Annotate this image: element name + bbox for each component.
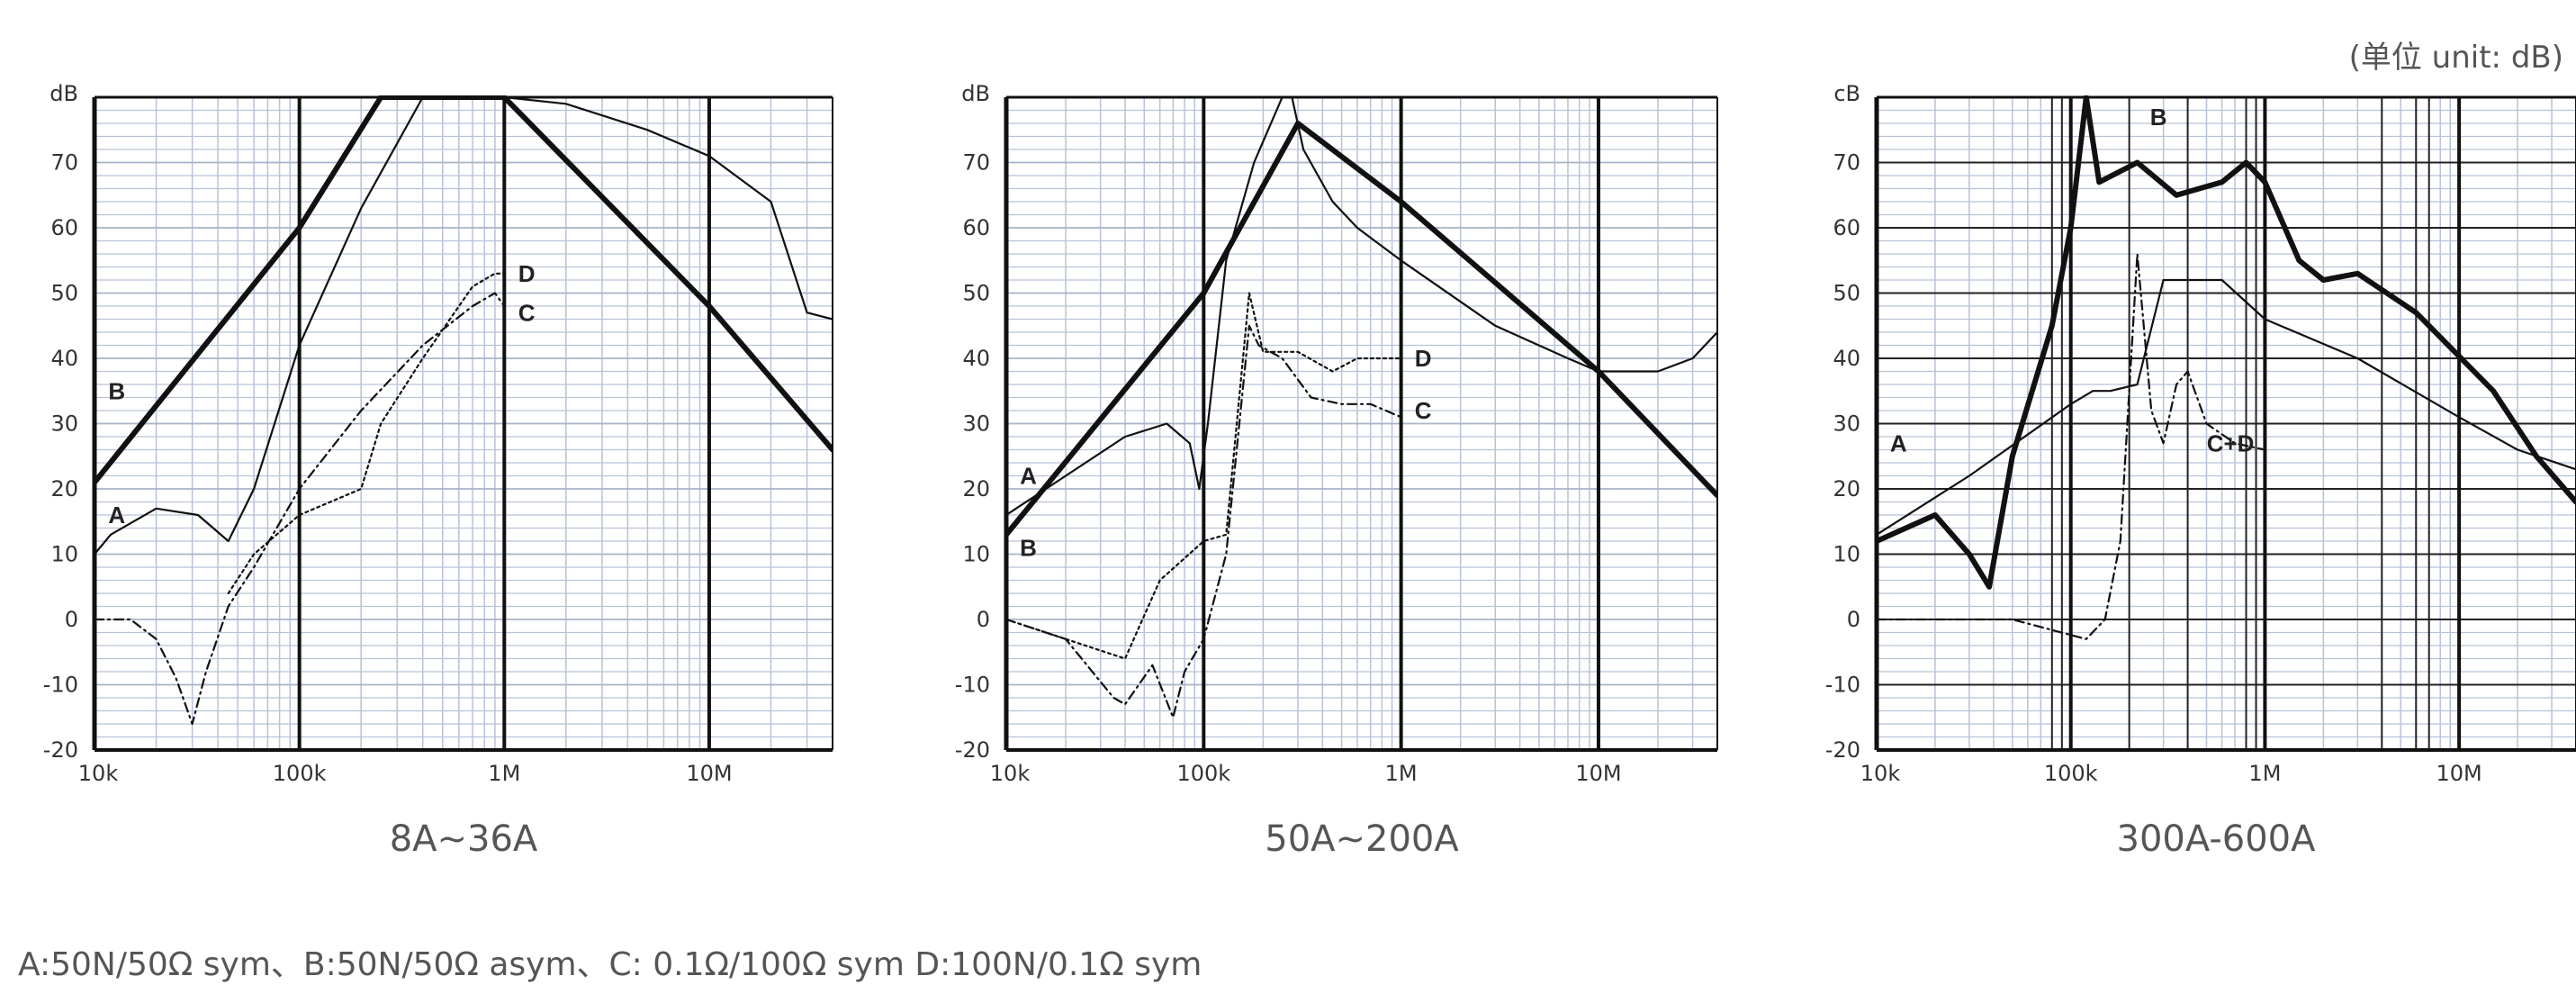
grid bbox=[95, 97, 833, 750]
y-tick-label: 70 bbox=[1833, 150, 1860, 176]
series-b-line bbox=[1877, 97, 2576, 587]
y-tick-label: 50 bbox=[1833, 281, 1860, 306]
x-tick-label: 1M bbox=[1385, 761, 1418, 786]
x-tick-label: 10k bbox=[1860, 761, 1901, 786]
y-tick-label: 30 bbox=[1833, 411, 1860, 437]
y-tick-label: -10 bbox=[955, 673, 990, 698]
chart-50a-200a: -20 -10 0 10 20 30 40 50 60 70 dB 10k 100k 1M 10M 50A~2… bbox=[955, 81, 1717, 860]
series-a-line bbox=[1877, 280, 2576, 535]
chart-title: 300A-600A bbox=[2117, 818, 2317, 860]
y-tick-label: 10 bbox=[50, 542, 78, 567]
series-label-d: D bbox=[518, 260, 536, 287]
y-tick-label: 0 bbox=[977, 607, 990, 632]
y-tick-label: 60 bbox=[50, 215, 78, 240]
y-tick-label: 50 bbox=[962, 281, 990, 306]
series-d-line bbox=[229, 274, 505, 593]
series-label-a: A bbox=[1020, 463, 1037, 490]
y-tick-label: -10 bbox=[1825, 673, 1860, 698]
series-label-a: A bbox=[1890, 429, 1907, 456]
y-tick-label: 0 bbox=[65, 607, 78, 632]
x-tick-label: 100k bbox=[273, 761, 327, 786]
x-tick-label: 10k bbox=[990, 761, 1031, 786]
chart-300a-600a: -20 -10 0 10 20 30 40 50 60 70 cB 10k 100k 1M 10M 300A-… bbox=[1825, 81, 2576, 860]
grid bbox=[1006, 97, 1717, 750]
y-tick-label: -20 bbox=[43, 737, 78, 763]
chart-8a-36a: -20 -10 0 10 20 30 40 50 60 70 dB 10k 100k 1M 10M 8A~36… bbox=[43, 81, 833, 860]
y-tick-label: 20 bbox=[1833, 476, 1860, 502]
series-label-c: C bbox=[518, 299, 536, 326]
y-unit-label: dB bbox=[961, 81, 990, 106]
y-tick-label: 30 bbox=[962, 411, 990, 437]
y-unit-label: dB bbox=[50, 81, 78, 106]
series-label-a: A bbox=[108, 502, 125, 529]
series-a-line bbox=[95, 97, 833, 555]
x-tick-label: 1M bbox=[2248, 761, 2281, 786]
y-tick-label: -20 bbox=[955, 737, 990, 763]
series-b-line bbox=[95, 97, 833, 483]
y-tick-label: -10 bbox=[43, 673, 78, 698]
y-tick-label: 40 bbox=[50, 346, 78, 371]
series-label-d: D bbox=[1415, 345, 1432, 372]
legend-footnote: A:50N/50Ω sym、B:50N/50Ω asym、C: 0.1Ω/100… bbox=[18, 938, 1202, 985]
series-label-b: B bbox=[108, 377, 125, 404]
y-tick-label: 40 bbox=[962, 346, 990, 371]
x-tick-label: 1M bbox=[488, 761, 520, 786]
y-tick-label: -20 bbox=[1825, 737, 1860, 763]
y-tick-label: 50 bbox=[50, 281, 78, 306]
x-tick-label: 10M bbox=[686, 761, 732, 786]
series-label-b: B bbox=[2150, 104, 2167, 131]
x-tick-label: 10M bbox=[2436, 761, 2482, 786]
chart-title: 50A~200A bbox=[1265, 818, 1459, 860]
series-label-c: C bbox=[1415, 397, 1432, 424]
series-b-line bbox=[1006, 123, 1717, 535]
series-label-c-d: C+D bbox=[2207, 429, 2255, 456]
x-tick-label: 100k bbox=[2044, 761, 2098, 786]
y-tick-label: 20 bbox=[962, 476, 990, 502]
series-label-b: B bbox=[1020, 534, 1037, 561]
y-tick-label: 60 bbox=[1833, 215, 1860, 240]
chart-title: 8A~36A bbox=[390, 818, 538, 860]
y-tick-label: 70 bbox=[962, 150, 990, 176]
x-tick-label: 10M bbox=[1575, 761, 1621, 786]
y-tick-label: 10 bbox=[962, 542, 990, 567]
y-tick-label: 0 bbox=[1847, 607, 1860, 632]
y-tick-label: 30 bbox=[50, 411, 78, 437]
y-tick-label: 20 bbox=[50, 476, 78, 502]
y-tick-label: 40 bbox=[1833, 346, 1860, 371]
x-tick-label: 10k bbox=[78, 761, 119, 786]
y-tick-label: 10 bbox=[1833, 542, 1860, 567]
y-tick-label: 60 bbox=[962, 215, 990, 240]
x-tick-label: 100k bbox=[1176, 761, 1230, 786]
y-tick-label: 70 bbox=[50, 150, 78, 176]
y-unit-label: cB bbox=[1833, 81, 1860, 106]
